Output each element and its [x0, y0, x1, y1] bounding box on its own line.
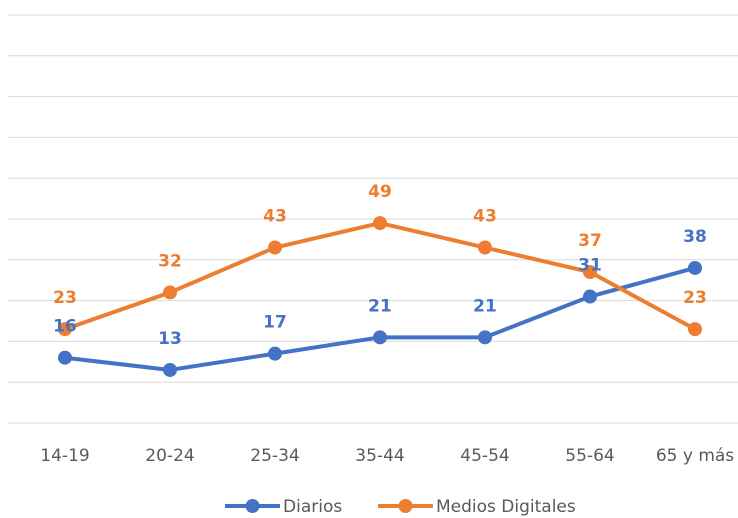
marker	[373, 216, 387, 231]
data-label: 23	[53, 288, 77, 308]
marker	[163, 285, 177, 300]
data-label: 13	[158, 329, 182, 349]
x-tick-label: 65 y más	[656, 446, 734, 466]
data-label: 16	[53, 317, 77, 337]
marker	[688, 322, 702, 337]
data-label: 17	[263, 313, 287, 333]
x-tick-label: 35-44	[355, 446, 404, 466]
x-tick-label: 55-64	[565, 446, 614, 466]
marker	[268, 240, 282, 255]
legend-marker	[245, 499, 260, 513]
marker	[688, 260, 702, 275]
data-label: 23	[683, 288, 707, 308]
marker	[268, 346, 282, 361]
data-label: 32	[158, 251, 182, 271]
marker	[583, 265, 597, 280]
x-tick-label: 45-54	[460, 446, 509, 466]
data-label: 21	[368, 296, 392, 316]
marker	[478, 330, 492, 345]
legend-label: Diarios	[283, 497, 342, 517]
marker	[58, 350, 72, 365]
marker	[478, 240, 492, 255]
legend-marker	[398, 499, 413, 513]
legend-label: Medios Digitales	[436, 497, 576, 517]
marker	[58, 322, 72, 337]
x-tick-label: 25-34	[250, 446, 299, 466]
data-label: 31	[578, 256, 602, 276]
data-label: 43	[263, 207, 287, 227]
marker	[163, 362, 177, 377]
data-label: 43	[473, 207, 497, 227]
marker	[583, 289, 597, 304]
data-label: 21	[473, 296, 497, 316]
data-label: 38	[683, 227, 707, 247]
marker	[373, 330, 387, 345]
x-tick-label: 14-19	[40, 446, 89, 466]
data-label: 49	[368, 182, 392, 202]
x-tick-label: 20-24	[145, 446, 194, 466]
series-line	[64, 266, 696, 372]
data-label: 37	[578, 231, 602, 251]
